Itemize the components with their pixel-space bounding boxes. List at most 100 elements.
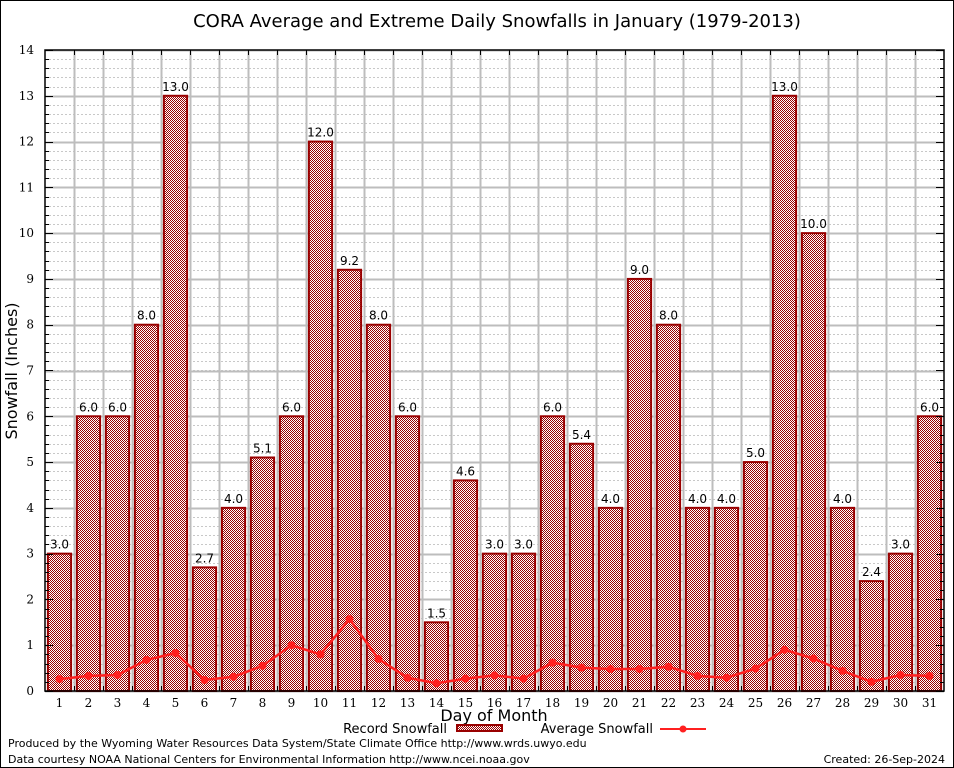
average-point-day-15: [461, 674, 470, 683]
average-point-day-9: [287, 641, 296, 650]
bar-record-day-13: [394, 415, 421, 692]
bar-record-day-18: [539, 415, 566, 692]
average-point-day-20: [606, 665, 615, 674]
bar-record-day-1: [46, 552, 73, 693]
average-point-day-6: [200, 676, 209, 685]
average-point-day-12: [374, 654, 383, 663]
legend-average-label: Average Snowfall: [541, 722, 653, 737]
x-tick-label: 21: [632, 696, 647, 710]
x-tick-label: 12: [371, 696, 386, 710]
bar-label-day-2: 6.0: [79, 400, 98, 414]
legend-record-label: Record Snowfall: [343, 722, 447, 737]
x-tick-label: 3: [114, 696, 122, 710]
x-tick-label: 6: [201, 696, 209, 710]
average-point-day-13: [403, 673, 412, 682]
bar-record-day-2: [75, 415, 102, 692]
bar-label-day-9: 6.0: [282, 400, 301, 414]
legend-average-marker: [679, 725, 687, 733]
bar-record-day-5: [162, 94, 189, 693]
bar-record-day-3: [104, 415, 131, 692]
bar-label-day-14: 1.5: [427, 606, 446, 620]
bar-record-day-30: [887, 552, 914, 693]
bar-value-labels: 3.0 6.0 6.0 8.0 13.0 2.7 4.0 5.1 6.0 12.0 9.2 8.0 6.…: [50, 80, 939, 621]
average-point-day-25: [751, 664, 760, 673]
average-point-day-17: [519, 674, 528, 683]
bar-record-day-26: [771, 94, 798, 693]
y-tick-label: 7: [26, 364, 34, 378]
x-tick-label: 11: [342, 696, 357, 710]
x-tick-label: 20: [603, 696, 618, 710]
average-point-day-27: [809, 654, 818, 663]
x-tick-label: 17: [516, 696, 531, 710]
bar-record-day-28: [829, 506, 856, 692]
y-tick-label: 9: [26, 272, 34, 286]
chart-title: CORA Average and Extreme Daily Snowfalls…: [193, 11, 801, 32]
y-tick-label: 0: [26, 684, 34, 698]
x-tick-label: 5: [172, 696, 180, 710]
x-axis-label: Day of Month: [440, 706, 547, 725]
x-tick-label: 16: [487, 696, 502, 710]
average-point-day-23: [693, 671, 702, 680]
x-tick-label: 14: [429, 696, 445, 710]
x-tick-label: 28: [835, 696, 850, 710]
x-tick-label: 7: [230, 696, 238, 710]
bar-label-day-21: 9.0: [630, 263, 649, 277]
bar-record-day-31: [916, 415, 943, 692]
average-point-day-1: [55, 675, 64, 684]
axes: [44, 49, 945, 692]
x-tick-label: 29: [864, 696, 879, 710]
bar-label-day-16: 3.0: [485, 538, 504, 552]
y-tick-label: 6: [26, 409, 34, 423]
average-point-day-22: [664, 662, 673, 671]
footer-created: Created: 26-Sep-2024: [824, 753, 945, 766]
y-tick-label: 1: [26, 638, 34, 652]
x-tick-labels: 1 2 3 4 5 6 7 8 9 10 11 12 13 14 15 16 17 18 19 20 21 22 23 24 2…: [56, 696, 937, 710]
x-tick-label: 26: [777, 696, 792, 710]
bar-label-day-25: 5.0: [746, 446, 765, 460]
average-line: [55, 615, 934, 688]
bar-label-day-12: 8.0: [369, 309, 388, 323]
legend-record-swatch: [456, 724, 503, 732]
x-tick-label: 30: [893, 696, 908, 710]
y-tick-label: 12: [19, 135, 34, 149]
bar-label-day-23: 4.0: [688, 492, 707, 506]
bar-label-day-15: 4.6: [456, 464, 475, 478]
bar-record-day-17: [510, 552, 537, 693]
average-point-day-14: [432, 679, 441, 688]
bar-label-day-24: 4.0: [717, 492, 736, 506]
footer-data-courtesy: Data courtesy NOAA National Centers for …: [8, 753, 530, 766]
x-tick-label: 10: [313, 696, 328, 710]
bar-record-day-22: [655, 323, 682, 692]
x-tick-label: 13: [400, 696, 415, 710]
bar-label-day-1: 3.0: [50, 538, 69, 552]
average-point-day-29: [867, 677, 876, 686]
y-tick-label: 8: [26, 318, 34, 332]
bar-record-day-23: [684, 506, 711, 692]
y-axis-label: Snowfall (Inches): [2, 302, 21, 439]
bar-label-day-10: 12.0: [307, 126, 334, 140]
y-tick-label: 5: [26, 455, 34, 469]
x-tick-label: 31: [922, 696, 937, 710]
bar-label-day-19: 5.4: [572, 428, 591, 442]
footer-produced-by: Produced by the Wyoming Water Resources …: [8, 737, 587, 750]
bar-record-day-16: [481, 552, 508, 693]
bars: [46, 94, 943, 693]
average-point-day-18: [548, 658, 557, 667]
bar-label-day-3: 6.0: [108, 400, 127, 414]
x-tick-label: 4: [143, 696, 151, 710]
bar-label-day-5: 13.0: [162, 80, 189, 94]
bar-label-day-8: 5.1: [253, 441, 272, 455]
average-point-day-26: [780, 645, 789, 654]
average-point-day-16: [490, 671, 499, 680]
bar-record-day-15: [452, 479, 479, 692]
bar-record-day-20: [597, 506, 624, 692]
bar-record-day-27: [800, 232, 827, 692]
average-point-day-4: [142, 655, 151, 664]
average-point-day-30: [896, 670, 905, 679]
bar-label-day-20: 4.0: [601, 492, 620, 506]
x-tick-label: 8: [259, 696, 267, 710]
bar-record-day-12: [365, 323, 392, 692]
bar-record-day-4: [133, 323, 160, 692]
x-tick-label: 15: [458, 696, 473, 710]
